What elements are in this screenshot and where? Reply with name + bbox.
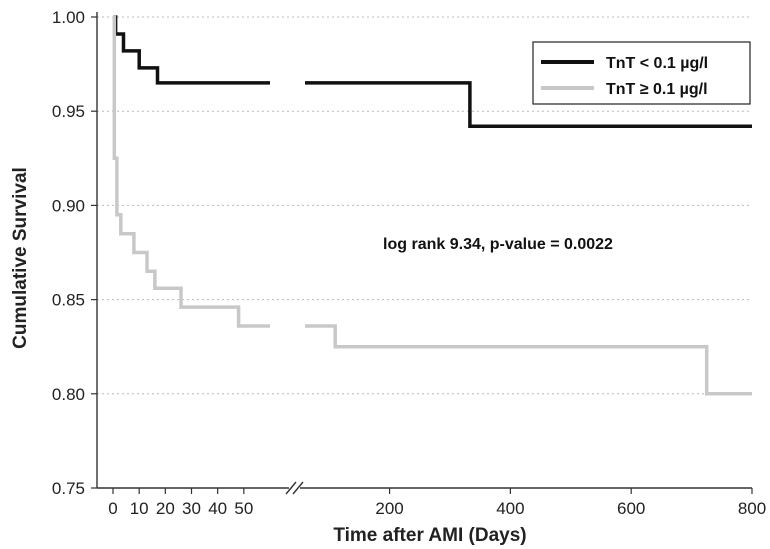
legend-label-tnt-low: TnT < 0.1 µg/l: [606, 55, 708, 72]
tick-labels: 0.75 0.80 0.85 0.90 0.95 1.00 0 10 20 30 40 50 200 40…: [52, 8, 766, 518]
x-tick-label: 0: [108, 499, 117, 518]
series-line-0-part-0: [113, 15, 270, 85]
series-line-1-part-0: [112, 15, 270, 328]
x-tick-label: 10: [130, 499, 149, 518]
y-tick-label: 1.00: [52, 8, 85, 27]
y-tick-label: 0.85: [52, 291, 85, 310]
x-axis-title: Time after AMI (Days): [333, 525, 526, 546]
axis-break-mark: [285, 481, 297, 495]
x-tick-label: 40: [208, 499, 227, 518]
x-tick-label: 200: [375, 499, 403, 518]
series-line-0-part-1: [305, 81, 752, 129]
legend-box: [532, 41, 751, 105]
y-tick-label: 0.90: [52, 196, 85, 215]
series-line-1-part-1: [305, 324, 752, 396]
x-tick-label: 50: [234, 499, 253, 518]
grid-lines: [97, 16, 752, 395]
x-tick-label: 600: [617, 499, 645, 518]
x-tick-label: 400: [496, 499, 524, 518]
y-axis-title: Cumulative Survival: [10, 167, 31, 349]
x-tick-label: 20: [156, 499, 175, 518]
y-tick-label: 0.75: [52, 479, 85, 498]
axis-break-mark: [292, 481, 304, 495]
x-tick-label: 30: [182, 499, 201, 518]
legend: TnT < 0.1 µg/l TnT ≥ 0.1 µg/l: [532, 41, 751, 105]
x-tick-label: 800: [738, 499, 766, 518]
y-tick-label: 0.95: [52, 102, 85, 121]
y-tick-label: 0.80: [52, 385, 85, 404]
legend-label-tnt-high: TnT ≥ 0.1 µg/l: [606, 81, 708, 98]
axes: [91, 12, 753, 495]
log-rank-annotation: log rank 9.34, p-value = 0.0022: [383, 236, 613, 253]
series-lines: [112, 15, 752, 396]
